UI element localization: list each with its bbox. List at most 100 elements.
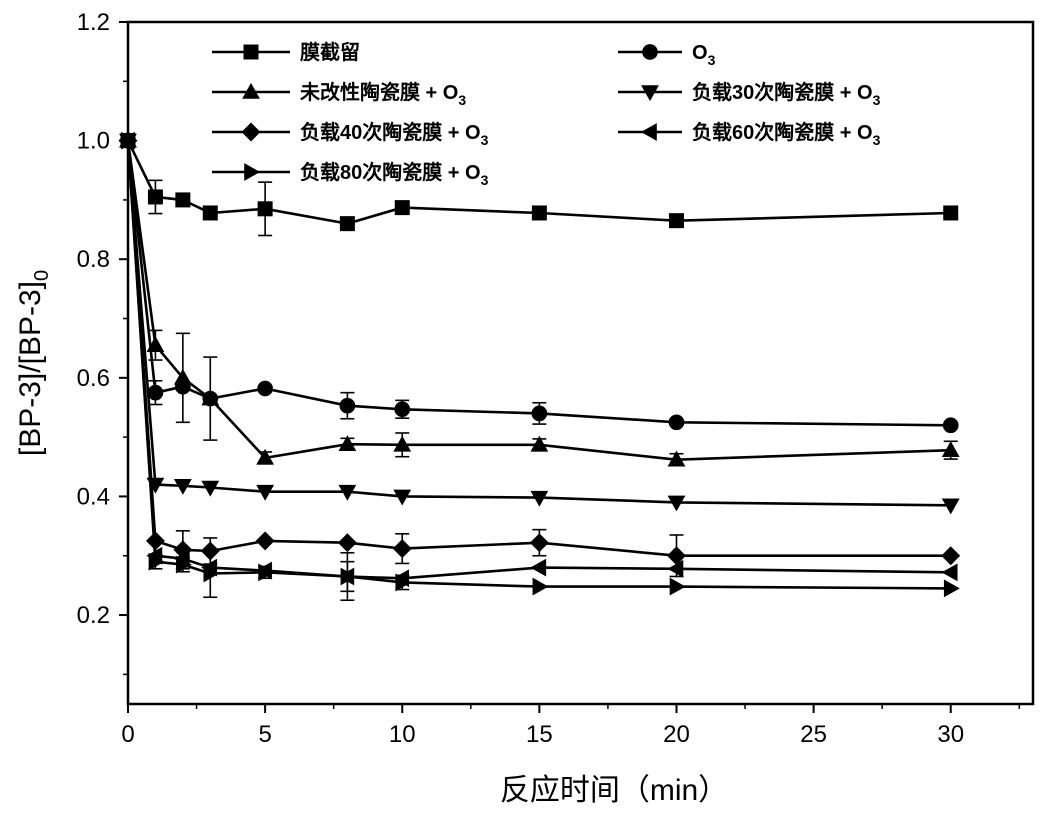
data-point bbox=[258, 563, 275, 582]
series-line bbox=[126, 140, 951, 462]
data-point bbox=[392, 539, 412, 559]
legend-label-text: 未改性陶瓷膜 + O bbox=[300, 80, 458, 104]
legend-label-text: 膜截留 bbox=[299, 40, 360, 64]
x-axis-title: 反应时间（min） bbox=[500, 774, 728, 807]
legend-marker bbox=[241, 122, 261, 142]
data-point bbox=[531, 405, 548, 422]
legend-label-text: 负载40次陶瓷膜 + O bbox=[300, 120, 481, 144]
legend-label-text: O bbox=[692, 42, 708, 64]
x-tick-label: 0 bbox=[121, 721, 134, 748]
data-point bbox=[393, 489, 412, 506]
data-point bbox=[256, 448, 275, 465]
y-tick-label: 0.4 bbox=[77, 483, 110, 510]
legend-label: 膜截留 bbox=[299, 40, 360, 64]
data-point bbox=[201, 480, 220, 497]
legend-marker bbox=[244, 163, 261, 181]
data-point bbox=[176, 555, 192, 574]
y-tick-label: 1.0 bbox=[77, 128, 110, 155]
y-axis-title-subscript: 0 bbox=[31, 270, 53, 281]
data-point bbox=[338, 435, 357, 452]
legend-label-subscript: 3 bbox=[708, 52, 716, 68]
legend-label: 负载30次陶瓷膜 + O3 bbox=[692, 80, 881, 108]
data-point bbox=[202, 205, 218, 221]
series-line bbox=[126, 140, 951, 590]
y-tick-label: 0.6 bbox=[77, 365, 110, 392]
data-point bbox=[667, 450, 686, 467]
legend-marker bbox=[242, 82, 260, 99]
data-point bbox=[668, 414, 685, 431]
legend-marker bbox=[641, 85, 659, 102]
data-point bbox=[339, 397, 356, 414]
legend-label: 未改性陶瓷膜 + O3 bbox=[300, 80, 466, 108]
data-point bbox=[530, 558, 547, 577]
legend-label: 负载80次陶瓷膜 + O3 bbox=[300, 160, 489, 188]
data-point bbox=[175, 192, 191, 208]
y-tick-label: 0.8 bbox=[77, 246, 110, 273]
data-point bbox=[203, 564, 220, 583]
data-point bbox=[395, 573, 412, 592]
data-point bbox=[529, 533, 549, 553]
legend-label-subscript: 3 bbox=[481, 132, 489, 148]
x-tick-label: 15 bbox=[526, 721, 553, 748]
series-line bbox=[126, 140, 951, 225]
data-point bbox=[340, 567, 357, 586]
series-markers bbox=[118, 131, 961, 598]
legend-label: O3 bbox=[692, 42, 716, 68]
data-point bbox=[147, 384, 164, 401]
data-point bbox=[394, 401, 411, 418]
y-axis-title-main: [BP-3]/[BP-3] bbox=[14, 281, 47, 456]
data-point bbox=[668, 213, 684, 229]
data-point bbox=[173, 368, 192, 385]
data-point bbox=[942, 417, 959, 434]
legend-label-subscript: 3 bbox=[481, 172, 489, 188]
data-point bbox=[530, 490, 549, 507]
legend-label: 负载40次陶瓷膜 + O3 bbox=[300, 120, 489, 148]
data-point bbox=[145, 531, 165, 551]
data-point bbox=[256, 484, 275, 501]
data-point bbox=[257, 380, 273, 397]
data-point bbox=[147, 189, 163, 205]
data-point bbox=[532, 577, 549, 596]
data-point bbox=[943, 579, 960, 598]
data-point bbox=[530, 435, 549, 452]
legend-label-subscript: 3 bbox=[873, 92, 881, 108]
legend-label-subscript: 3 bbox=[873, 132, 881, 148]
data-point bbox=[941, 563, 958, 582]
series-lines bbox=[126, 140, 951, 590]
data-point bbox=[338, 484, 357, 501]
data-point bbox=[941, 441, 960, 457]
legend-label: 负载60次陶瓷膜 + O3 bbox=[692, 120, 881, 148]
data-point bbox=[337, 533, 357, 553]
data-point bbox=[148, 552, 165, 571]
legend-label-text: 负载80次陶瓷膜 + O bbox=[300, 160, 481, 184]
y-tick-label: 0.2 bbox=[77, 602, 110, 629]
series-line bbox=[126, 140, 951, 427]
data-point bbox=[941, 498, 960, 515]
y-tick-label: 1.2 bbox=[77, 9, 110, 36]
y-axis-title: [BP-3]/[BP-3]0 bbox=[14, 270, 53, 456]
data-point bbox=[173, 478, 192, 495]
legend-label-text: 负载30次陶瓷膜 + O bbox=[692, 80, 873, 104]
x-tick-label: 10 bbox=[389, 721, 416, 748]
plot-frame bbox=[126, 20, 1035, 706]
data-point bbox=[257, 201, 273, 217]
data-point bbox=[941, 546, 961, 566]
axis-ticks: 0 5 10 15 20 25 30 0.2 0.4 0.6 0.8 1.0 1.2 bbox=[77, 9, 1021, 748]
data-point bbox=[201, 389, 220, 406]
data-point bbox=[146, 336, 165, 353]
data-point bbox=[339, 216, 355, 232]
data-point bbox=[200, 541, 220, 561]
legend-marker bbox=[642, 44, 658, 60]
data-point bbox=[667, 495, 686, 512]
legend-marker bbox=[640, 123, 657, 141]
x-tick-label: 5 bbox=[258, 721, 271, 748]
x-tick-label: 30 bbox=[937, 721, 964, 748]
series-line bbox=[126, 140, 951, 507]
data-point bbox=[531, 205, 547, 221]
legend-label-subscript: 3 bbox=[458, 92, 466, 108]
data-point bbox=[669, 577, 686, 596]
data-point bbox=[394, 200, 410, 216]
legend-label-text: 负载60次陶瓷膜 + O bbox=[692, 120, 873, 144]
